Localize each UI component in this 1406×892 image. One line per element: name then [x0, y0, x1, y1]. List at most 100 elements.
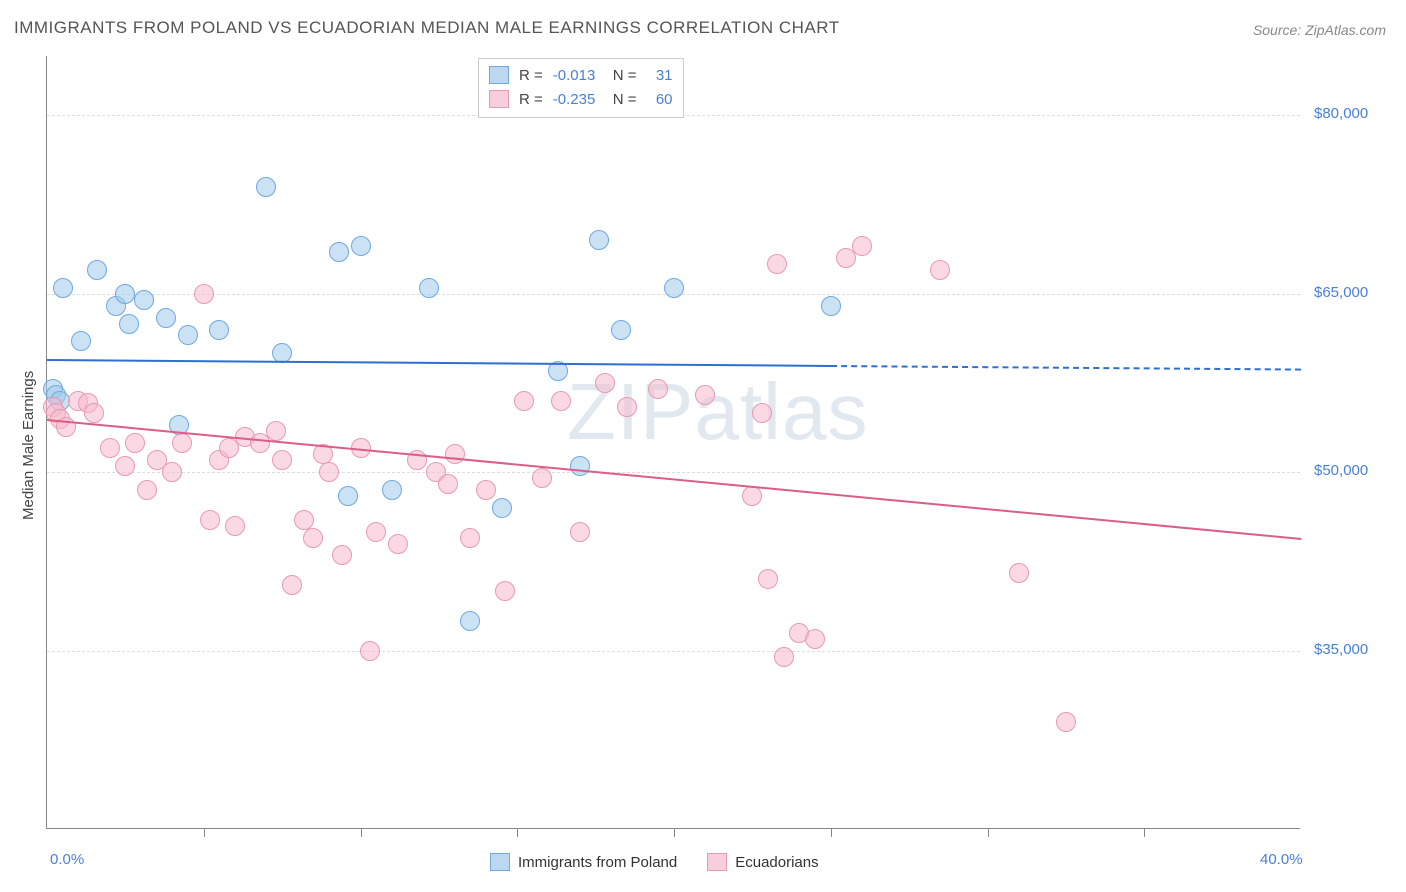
r-label: R =	[519, 91, 543, 108]
data-point	[570, 522, 590, 542]
data-point	[84, 403, 104, 423]
data-point	[329, 242, 349, 262]
data-point	[87, 260, 107, 280]
data-point	[332, 545, 352, 565]
x-tick-mark	[1144, 829, 1145, 837]
data-point	[53, 278, 73, 298]
data-point	[460, 611, 480, 631]
data-point	[272, 450, 292, 470]
n-value-poland: 31	[647, 67, 673, 84]
series-legend: Immigrants from Poland Ecuadorians	[490, 853, 819, 871]
x-tick-mark	[988, 829, 989, 837]
correlation-legend: R = -0.013 N = 31 R = -0.235 N = 60	[478, 58, 684, 118]
data-point	[445, 444, 465, 464]
data-point	[351, 236, 371, 256]
x-tick-mark	[204, 829, 205, 837]
trend-line	[47, 359, 831, 367]
data-point	[805, 629, 825, 649]
x-tick-mark	[517, 829, 518, 837]
chart-title: IMMIGRANTS FROM POLAND VS ECUADORIAN MED…	[14, 18, 840, 38]
legend-item-ecuadorian: Ecuadorians	[707, 853, 818, 871]
data-point	[532, 468, 552, 488]
data-point	[774, 647, 794, 667]
swatch-ecuadorian-bottom	[707, 853, 727, 871]
x-tick-label: 40.0%	[1260, 851, 1303, 868]
data-point	[172, 433, 192, 453]
y-tick-label: $80,000	[1314, 105, 1368, 122]
plot-area: ZIPatlas	[46, 56, 1300, 829]
data-point	[115, 456, 135, 476]
data-point	[100, 438, 120, 458]
data-point	[492, 498, 512, 518]
data-point	[382, 480, 402, 500]
data-point	[134, 290, 154, 310]
data-point	[256, 177, 276, 197]
data-point	[438, 474, 458, 494]
data-point	[225, 516, 245, 536]
legend-label-poland: Immigrants from Poland	[518, 854, 677, 871]
source-attribution: Source: ZipAtlas.com	[1253, 22, 1386, 38]
data-point	[1009, 563, 1029, 583]
data-point	[303, 528, 323, 548]
data-point	[758, 569, 778, 589]
data-point	[162, 462, 182, 482]
data-point	[282, 575, 302, 595]
n-label: N =	[613, 67, 637, 84]
data-point	[137, 480, 157, 500]
n-label: N =	[613, 91, 637, 108]
data-point	[360, 641, 380, 661]
data-point	[617, 397, 637, 417]
data-point	[1056, 712, 1076, 732]
r-label: R =	[519, 67, 543, 84]
swatch-poland	[489, 66, 509, 84]
data-point	[664, 278, 684, 298]
swatch-ecuadorian	[489, 90, 509, 108]
r-value-poland: -0.013	[553, 67, 603, 84]
data-point	[930, 260, 950, 280]
data-point	[767, 254, 787, 274]
data-point	[319, 462, 339, 482]
data-point	[570, 456, 590, 476]
data-point	[178, 325, 198, 345]
data-point	[852, 236, 872, 256]
data-point	[419, 278, 439, 298]
data-point	[821, 296, 841, 316]
data-point	[495, 581, 515, 601]
data-point	[551, 391, 571, 411]
data-point	[156, 308, 176, 328]
legend-label-ecuadorian: Ecuadorians	[735, 854, 818, 871]
data-point	[71, 331, 91, 351]
data-point	[194, 284, 214, 304]
data-point	[119, 314, 139, 334]
data-point	[460, 528, 480, 548]
trend-line-extrapolated	[831, 365, 1301, 371]
x-tick-mark	[361, 829, 362, 837]
data-point	[695, 385, 715, 405]
data-point	[219, 438, 239, 458]
legend-row-poland: R = -0.013 N = 31	[489, 63, 673, 87]
data-point	[115, 284, 135, 304]
gridline	[47, 651, 1300, 652]
data-point	[366, 522, 386, 542]
data-point	[742, 486, 762, 506]
x-tick-mark	[674, 829, 675, 837]
data-point	[476, 480, 496, 500]
data-point	[752, 403, 772, 423]
r-value-ecuadorian: -0.235	[553, 91, 603, 108]
y-tick-label: $50,000	[1314, 462, 1368, 479]
data-point	[514, 391, 534, 411]
data-point	[338, 486, 358, 506]
data-point	[388, 534, 408, 554]
gridline	[47, 472, 1300, 473]
swatch-poland-bottom	[490, 853, 510, 871]
data-point	[648, 379, 668, 399]
data-point	[200, 510, 220, 530]
x-tick-label: 0.0%	[50, 851, 84, 868]
data-point	[209, 320, 229, 340]
x-tick-mark	[831, 829, 832, 837]
n-value-ecuadorian: 60	[647, 91, 673, 108]
data-point	[125, 433, 145, 453]
y-tick-label: $35,000	[1314, 641, 1368, 658]
data-point	[589, 230, 609, 250]
chart-container: IMMIGRANTS FROM POLAND VS ECUADORIAN MED…	[0, 0, 1406, 892]
